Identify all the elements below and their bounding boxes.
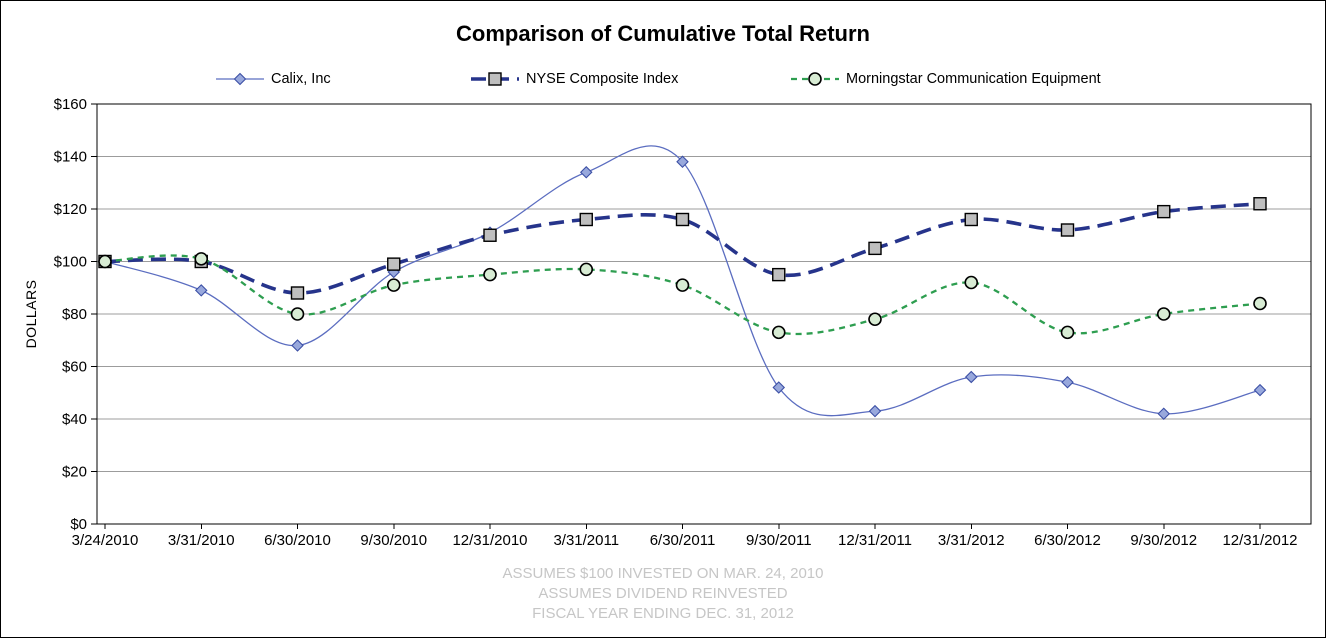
x-tick-label: 12/31/2012	[1222, 532, 1297, 549]
marker-circle	[483, 267, 497, 282]
marker-circle	[194, 252, 209, 266]
y-tick-label: $100	[54, 254, 87, 271]
marker-circle	[808, 72, 822, 86]
marker-circle	[868, 312, 882, 327]
marker-diamond	[1061, 375, 1074, 389]
marker-circle	[1060, 325, 1075, 340]
marker-diamond	[868, 404, 882, 418]
marker-diamond	[579, 165, 593, 179]
x-tick-label: 3/24/2010	[72, 532, 139, 549]
marker-diamond	[291, 339, 304, 352]
x-tick-label: 9/30/2012	[1130, 532, 1197, 549]
marker-diamond	[1157, 407, 1171, 421]
marker-square	[290, 286, 305, 300]
x-tick-label: 6/30/2011	[650, 532, 716, 549]
footnote-line-1: ASSUMES $100 INVESTED ON MAR. 24, 2010	[502, 565, 824, 582]
x-tick-label: 6/30/2012	[1034, 532, 1101, 549]
marker-diamond	[194, 284, 208, 297]
x-tick-label: 3/31/2012	[938, 532, 1005, 549]
y-tick-label: $80	[62, 306, 87, 323]
legend-label: Calix, Inc	[271, 71, 331, 87]
marker-circle	[675, 278, 690, 292]
marker-square	[1253, 197, 1267, 211]
marker-diamond	[772, 381, 786, 394]
y-tick-label: $20	[62, 464, 87, 481]
marker-square	[488, 72, 502, 86]
x-tick-label: 3/31/2011	[553, 532, 619, 549]
y-tick-label: $60	[62, 359, 87, 376]
marker-square	[483, 228, 497, 242]
legend-item-3: Morningstar Communication Equipment	[791, 71, 1101, 87]
marker-circle	[1253, 296, 1267, 311]
legend-label: Morningstar Communication Equipment	[846, 71, 1101, 87]
marker-square	[387, 257, 401, 271]
marker-square	[1157, 204, 1171, 219]
marker-diamond	[1253, 383, 1267, 397]
legend-item-2: NYSE Composite Index	[471, 71, 678, 87]
x-tick-label: 9/30/2011	[746, 532, 812, 549]
marker-diamond	[233, 72, 247, 86]
marker-square	[579, 212, 593, 227]
chart-footnotes: ASSUMES $100 INVESTED ON MAR. 24, 2010 A…	[1, 564, 1325, 624]
legend-key-icon	[216, 72, 264, 86]
marker-circle	[386, 278, 401, 292]
marker-diamond	[964, 370, 978, 384]
marker-square	[964, 212, 978, 227]
y-tick-label: $160	[54, 96, 87, 113]
legend-key-icon	[471, 72, 519, 86]
marker-square	[675, 212, 690, 227]
x-tick-label: 3/31/2010	[168, 532, 235, 549]
x-tick-label: 9/30/2010	[360, 532, 427, 549]
marker-circle	[771, 325, 786, 340]
marker-square	[772, 267, 786, 282]
y-tick-label: $120	[54, 201, 87, 218]
legend-key-icon	[791, 72, 839, 86]
marker-square	[1060, 223, 1075, 237]
y-tick-label: $0	[70, 516, 87, 533]
marker-square	[868, 241, 882, 256]
marker-diamond	[676, 155, 689, 169]
series-line	[104, 254, 1261, 336]
legend-label: NYSE Composite Index	[526, 71, 679, 87]
legend-item-1: Calix, Inc	[216, 71, 331, 87]
chart-title: Comparison of Cumulative Total Return	[456, 21, 870, 46]
marker-circle	[98, 254, 112, 269]
x-tick-label: 12/31/2010	[452, 532, 527, 549]
footnote-line-2: ASSUMES DIVIDEND REINVESTED	[538, 585, 788, 602]
y-tick-label: $140	[54, 149, 87, 166]
x-tick-label: 12/31/2011	[838, 532, 912, 549]
marker-circle	[579, 262, 594, 277]
marker-circle	[1156, 307, 1171, 321]
x-tick-label: 6/30/2010	[264, 532, 331, 549]
marker-circle	[290, 307, 305, 321]
y-tick-label: $40	[62, 411, 87, 428]
footnote-line-3: FISCAL YEAR ENDING DEC. 31, 2012	[532, 605, 794, 622]
marker-circle	[964, 275, 979, 290]
